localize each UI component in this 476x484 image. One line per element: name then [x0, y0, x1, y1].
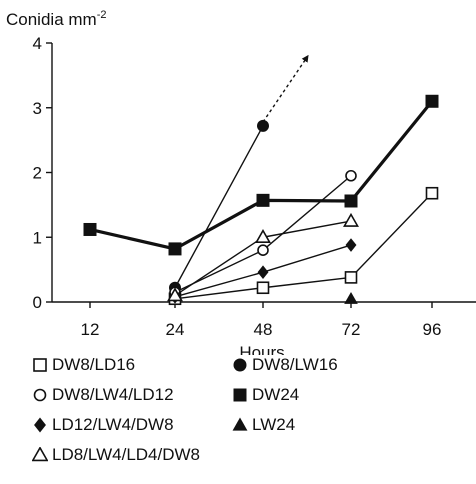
legend-item-dw8-lw4-ld12: DW8/LW4/LD12 [32, 385, 174, 405]
data-point-dw8-ld16 [344, 271, 358, 284]
y-tick-label: 1 [33, 228, 42, 247]
data-point-dw24 [83, 222, 97, 236]
legend-swatch-dw8-ld16 [33, 358, 47, 372]
data-point-dw8-lw4-ld12 [257, 244, 269, 256]
x-axis-title: Hours [239, 343, 284, 355]
data-point-ld8-lw4-ld4-dw8 [167, 287, 183, 302]
series-line-dw8-ld16 [174, 192, 433, 300]
x-tick-label: 24 [166, 320, 185, 339]
legend-item-dw24: DW24 [232, 385, 299, 405]
series-layer [83, 54, 439, 306]
legend-label-lw24: LW24 [252, 415, 296, 434]
legend-marker-lw24 [232, 417, 248, 431]
data-point-dw24 [168, 242, 182, 256]
x-tick-label: 48 [254, 320, 273, 339]
data-point-ld12-lw4-dw8 [257, 265, 269, 280]
data-point-dw8-lw16 [257, 119, 269, 132]
legend-item-dw8-lw16: DW8/LW16 [232, 355, 338, 375]
legend-label-dw8-lw16: DW8/LW16 [252, 355, 338, 374]
data-point-dw24 [425, 94, 439, 108]
x-tick-label: 72 [342, 320, 361, 339]
y-tick-label: 3 [33, 99, 42, 118]
legend-item-ld12-lw4-dw8: LD12/LW4/DW8 [32, 415, 174, 435]
series-line-dw8-lw16-continuation [262, 54, 309, 123]
legend-label-ld12-lw4-dw8: LD12/LW4/DW8 [52, 415, 174, 434]
y-tick-label: 2 [33, 164, 42, 183]
data-point-ld12-lw4-dw8 [345, 238, 357, 252]
legend-marker-dw8-lw16 [233, 358, 247, 372]
y-tick-label: 0 [33, 293, 42, 312]
y-axis-title: Conidia mm-2 [6, 9, 106, 29]
legend-marker-dw8-ld16 [33, 358, 47, 372]
legend-swatch-dw8-lw4-ld12 [33, 388, 47, 402]
series-ld8-lw4-ld4-dw8 [167, 212, 359, 302]
legend-item-lw24: LW24 [232, 415, 295, 435]
legend-label-ld8-lw4-ld4-dw8: LD8/LW4/LD4/DW8 [52, 445, 201, 464]
x-tick-label: 96 [423, 320, 442, 339]
legend-label-dw8-ld16: DW8/LD16 [52, 355, 136, 374]
legend-swatch-ld8-lw4-ld4-dw8 [32, 447, 48, 462]
y-tick-label: 4 [33, 34, 42, 53]
data-point-dw8-lw4-ld12 [345, 169, 357, 182]
series-dw24 [83, 94, 439, 256]
series-dw8-lw16-continuation [262, 54, 309, 123]
legend-marker-dw8-lw4-ld12 [33, 388, 47, 402]
x-tick-label: 12 [81, 320, 100, 339]
legend: DW8/LD16 DW8/LW16 DW8/LW4/LD12 DW24 LD12/LW4… [32, 355, 472, 480]
legend-marker-ld8-lw4-ld4-dw8 [32, 447, 48, 462]
data-point-ld8-lw4-ld4-dw8 [343, 212, 359, 227]
legend-swatch-lw24 [232, 417, 248, 431]
legend-marker-dw24 [233, 388, 247, 402]
data-point-dw24 [344, 194, 358, 208]
legend-swatch-dw24 [233, 388, 247, 402]
legend-swatch-ld12-lw4-dw8 [34, 417, 46, 433]
legend-swatch-dw8-lw16 [233, 358, 247, 372]
series-lw24 [344, 291, 358, 304]
data-point-dw8-ld16 [425, 186, 439, 200]
data-point-lw24 [344, 291, 358, 304]
data-point-ld8-lw4-ld4-dw8 [255, 229, 271, 243]
data-point-dw24 [256, 193, 270, 207]
legend-label-dw8-lw4-ld12: DW8/LW4/LD12 [52, 385, 174, 404]
legend-marker-ld12-lw4-dw8 [34, 417, 46, 433]
legend-item-dw8-ld16: DW8/LD16 [32, 355, 135, 375]
data-point-dw8-ld16 [256, 281, 270, 295]
legend-label-dw24: DW24 [252, 385, 300, 404]
series-line-dw8-lw16 [174, 125, 264, 289]
legend-item-ld8-lw4-ld4-dw8: LD8/LW4/LD4/DW8 [32, 445, 200, 465]
